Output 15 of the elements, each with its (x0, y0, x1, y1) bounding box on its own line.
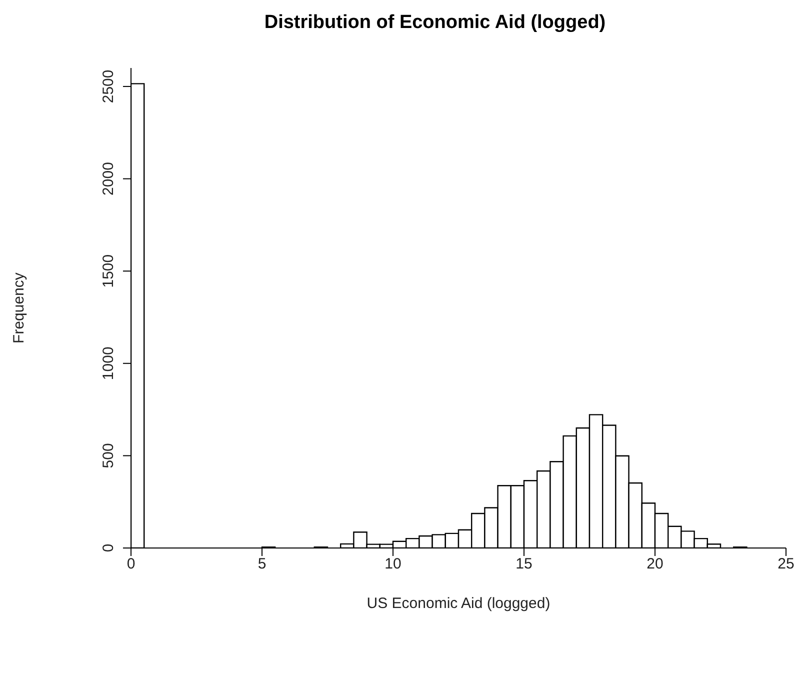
x-tick-label: 20 (646, 556, 664, 573)
x-tick-label: 10 (384, 556, 402, 573)
y-axis-title: Frequency (10, 272, 28, 344)
y-tick-label: 2500 (100, 70, 117, 104)
x-tick-label: 0 (126, 556, 136, 573)
y-tick-label: 500 (100, 443, 117, 468)
y-tick-label: 2000 (100, 162, 117, 196)
y-tick-label: 0 (100, 544, 117, 552)
y-tick-label: 1000 (100, 346, 117, 380)
x-tick-label: 5 (258, 556, 266, 573)
x-axis-title: US Economic Aid (loggged) (366, 595, 550, 612)
chart-title: Distribution of Economic Aid (logged) (263, 11, 607, 35)
y-tick-label: 1500 (100, 254, 117, 288)
x-tick-label: 25 (778, 556, 794, 573)
x-tick-label: 15 (516, 556, 532, 573)
